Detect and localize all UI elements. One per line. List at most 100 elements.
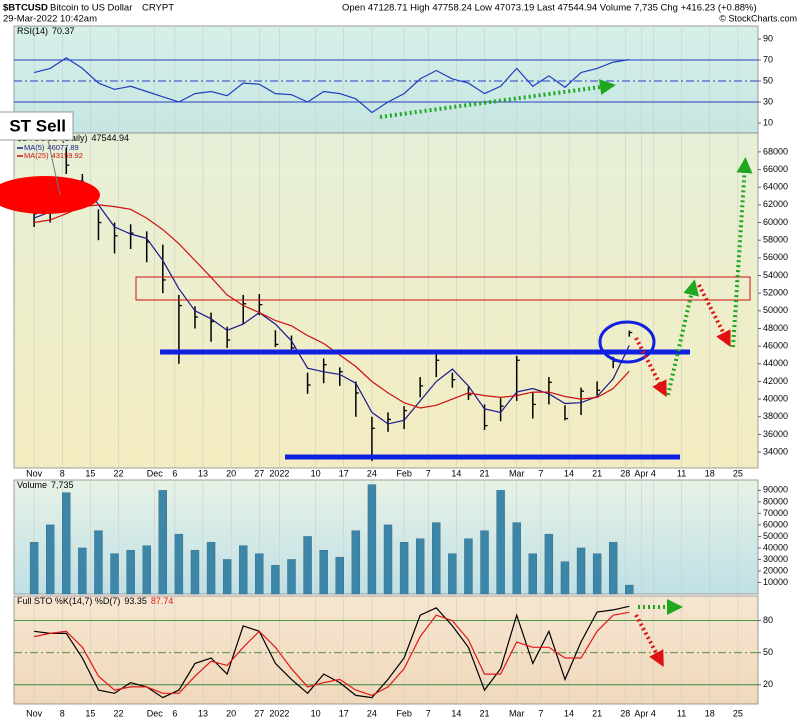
- x-tick-label: 7: [538, 468, 543, 478]
- y-tick-label: 40000: [763, 394, 788, 404]
- arrow-up: [666, 279, 699, 396]
- panel-legend: Full STO %K(14,7) %D(7) 93.35 87.74: [17, 596, 173, 606]
- series-legend: MA(25) 43159.92: [24, 151, 83, 160]
- highlight-circle: [598, 320, 656, 364]
- x-tick-label: 28: [620, 468, 630, 478]
- volume-bar: [303, 536, 312, 595]
- x-tick-label: Mar: [509, 708, 525, 718]
- legend-text: Full STO %K(14,7) %D(7): [17, 596, 120, 606]
- volume-bar: [239, 545, 248, 595]
- series-line: [33, 57, 630, 114]
- y-tick-label: 54000: [763, 270, 788, 280]
- x-tick-label: 27: [254, 708, 264, 718]
- x-tick-label: 25: [733, 468, 743, 478]
- volume-bar: [399, 541, 409, 595]
- x-tick-label: 24: [367, 468, 377, 478]
- volume-bar: [335, 556, 344, 595]
- x-tick-label: 14: [451, 708, 461, 718]
- x-tick-label: 7: [426, 708, 431, 718]
- y-tick-label: 68000: [763, 146, 788, 156]
- x-tick-label: 18: [705, 708, 715, 718]
- x-tick-label: 2022: [269, 468, 289, 478]
- x-tick-label: 15: [85, 468, 95, 478]
- x-tick-label: 14: [564, 708, 574, 718]
- volume-bar: [448, 553, 457, 595]
- callout-box: [0, 111, 74, 141]
- y-tick-label: 44000: [763, 358, 788, 368]
- legend-text: 46077.89: [47, 143, 78, 152]
- volume-bar: [45, 524, 55, 595]
- y-tick-label: 90: [763, 33, 773, 43]
- y-tick-label: 50: [763, 75, 773, 85]
- volume-bar: [592, 553, 602, 595]
- x-tick-label: 17: [339, 708, 349, 718]
- legend-text: 7,735: [51, 480, 74, 490]
- legend-text: 47544.94: [92, 133, 130, 143]
- panel-background: [13, 595, 759, 705]
- y-tick-label: 66000: [763, 164, 788, 174]
- x-tick-label: Mar: [509, 468, 525, 478]
- volume-bar: [287, 559, 296, 595]
- exchange: CRYPT: [142, 3, 174, 14]
- series-line: [34, 204, 630, 409]
- volume-bar: [625, 584, 634, 595]
- y-tick-label: 48000: [763, 323, 788, 333]
- x-tick-label: 27: [254, 468, 264, 478]
- x-tick-label: 28: [620, 708, 630, 718]
- callout-text: ST Sell: [9, 116, 66, 135]
- volume-bar: [576, 547, 586, 595]
- volume-bar: [206, 541, 216, 595]
- y-tick-label: 10000: [763, 577, 788, 587]
- legend-text: 43159.92: [52, 151, 83, 160]
- y-tick-label: 38000: [763, 411, 788, 421]
- volume-bar: [464, 538, 473, 595]
- annotations: ST Sell: [0, 79, 753, 668]
- arrow-up: [379, 79, 616, 119]
- panels: 90 70 50 30 10 RSI(14) 70.37 34000 36000 38000 400…: [13, 25, 788, 718]
- y-tick-label: 20: [763, 679, 773, 689]
- symbol: $BTCUSD: [3, 3, 48, 14]
- x-tick-label: 11: [677, 708, 686, 718]
- volume-bar: [528, 553, 537, 595]
- y-tick-label: 50: [763, 647, 773, 657]
- x-tick-label: 11: [677, 468, 686, 478]
- x-tick-label: 17: [339, 468, 349, 478]
- volume-bar: [255, 553, 264, 595]
- x-tick-label: 21: [592, 708, 602, 718]
- volume-bar: [78, 547, 87, 595]
- x-tick-label: 10: [311, 468, 321, 478]
- x-tick-label: 10: [311, 708, 321, 718]
- volume-bar: [480, 530, 489, 595]
- series-line: [34, 605, 630, 699]
- volume-bar: [62, 492, 71, 595]
- x-tick-label: 24: [367, 708, 377, 718]
- volume-bar: [544, 533, 554, 595]
- x-tick-label: 18: [705, 468, 715, 478]
- panel: 80 50 20 Nov 8 15 22 Dec 6 13 20 27 2022 10 17 24 Feb 7 14…: [13, 595, 773, 718]
- x-tick-label: 25: [733, 708, 743, 718]
- volume-bar: [367, 484, 377, 595]
- y-tick-label: 50000: [763, 305, 788, 315]
- y-tick-label: 30000: [763, 554, 788, 564]
- x-tick-label: Nov: [26, 708, 43, 718]
- legend-text: 70.37: [52, 26, 75, 36]
- legend-text: 87.74: [151, 596, 174, 606]
- legend-text: MA(5): [24, 143, 45, 152]
- x-tick-label: 7: [426, 468, 431, 478]
- panel: 34000 36000 38000 40000 42000 44000 46000 48000…: [13, 132, 788, 478]
- x-tick-label: 4: [651, 708, 656, 718]
- volume-bar: [319, 550, 328, 595]
- y-tick-label: 70000: [763, 508, 788, 518]
- x-tick-label: Feb: [396, 708, 412, 718]
- sell-ellipse: [0, 176, 100, 214]
- series-legend: MA(5) 46077.89: [24, 143, 79, 152]
- x-tick-label: 21: [480, 468, 490, 478]
- x-tick-label: 8: [60, 468, 65, 478]
- volume-bar: [142, 545, 151, 595]
- volume-bar: [496, 490, 505, 595]
- series-line: [33, 611, 630, 697]
- quote: Open 47128.71 High 47758.24 Low 47073.19…: [342, 3, 757, 14]
- legend-text: MA(25): [24, 151, 49, 160]
- y-tick-label: 70: [763, 54, 773, 64]
